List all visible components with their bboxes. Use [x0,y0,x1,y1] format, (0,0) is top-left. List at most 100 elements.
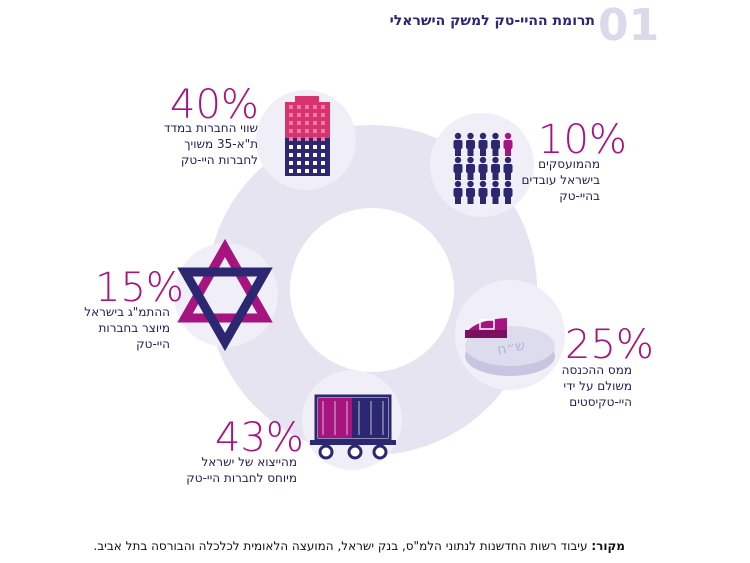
stat-line: ת"א-35 משויך [184,137,258,151]
stat-text: מהמועסקים בישראל עובדים בהיי-טק [522,156,600,204]
person-body [491,164,500,173]
building-top [295,96,319,102]
window [297,129,301,133]
person-legs [467,172,474,180]
window [289,161,293,165]
wheel [318,444,334,460]
stat-line: שווי החברות במדד [163,121,258,135]
window [305,153,309,157]
wheel [347,444,363,460]
window [313,105,317,109]
stat-text: ממס ההכנסה משולם על ידי היי-טקיסטים [562,362,632,410]
source: מקור: עיבוד רשות החדשנות לנתוני הלמ"ס, ב… [93,539,625,553]
container-right [352,398,388,438]
stat-line: היי-טק [136,337,170,351]
person-body [478,164,488,173]
star-down [177,267,273,352]
window [305,137,309,141]
stat-line: מיוצר בחברות [98,321,170,335]
stat-line: מיוחס לחברות היי-טק [186,471,297,485]
person-body [503,140,513,149]
window [321,105,325,109]
window [313,137,317,141]
person-legs [480,148,486,156]
window [297,153,301,157]
stripes [322,401,384,435]
person-legs [455,196,461,204]
windows [289,105,325,173]
person-head [467,132,474,140]
person-body [466,164,475,173]
person-head [454,156,462,164]
window [289,105,293,109]
window [321,137,325,141]
stat-text: שווי החברות במדד ת"א-35 משויך לחברות היי-ט… [164,120,258,168]
person-head [467,156,474,164]
person-body [453,188,463,197]
person-body [453,164,463,173]
person-legs [467,196,474,204]
window [313,161,317,165]
window [321,113,325,117]
window [297,145,301,149]
window [289,153,293,157]
person-body [466,188,475,197]
person-body [466,140,475,149]
container-left [318,398,352,438]
chassis [310,440,396,445]
person-head [504,156,512,164]
title: תרומת ההיי-טק למשק הישראלי [389,13,595,29]
person-head [504,180,512,188]
person-body [453,140,463,149]
person-head [454,180,462,188]
stat-line: לחברות היי-טק [180,153,258,167]
person-head [479,156,487,164]
window [289,113,293,117]
people-icon [453,132,513,204]
ring-hole [290,208,454,372]
stat-line: מהייצוא של ישראל [201,455,297,469]
coin-mark: ש״ח [496,338,527,359]
window [289,137,293,141]
window [313,145,317,149]
person-legs [492,172,499,180]
window [297,105,301,109]
stat-line: ממס ההכנסה [561,363,632,377]
window [305,145,309,149]
pie-slice-side [465,330,507,338]
person-legs [455,148,461,156]
stat-value: 40% [170,82,259,128]
window [305,105,309,109]
person-head [467,180,474,188]
source-text: עיבוד רשות החדשנות לנתוני הלמ"ס, בנק ישר… [93,539,588,553]
person-legs [492,196,499,204]
person-head [454,132,462,140]
person-head [504,132,512,140]
window [297,121,301,125]
window [321,161,325,165]
source-label: מקור: [591,539,625,553]
window [313,169,317,173]
person-body [491,188,500,197]
stat-line: מהמועסקים [538,157,600,171]
stat-line: בהיי-טק [559,189,600,203]
window [289,121,293,125]
window [297,113,301,117]
star-up [177,238,273,323]
stat-line: משולם על ידי [563,379,632,393]
window [305,129,309,133]
stat-text: ההתמ"ג בישראל מיוצר בחברות היי-טק [84,304,170,352]
stat-value: 15% [95,265,184,311]
person-body [478,188,488,197]
window [321,145,325,149]
section-number: 01 [598,0,660,51]
window [313,153,317,157]
person-body [503,164,513,173]
window [297,169,301,173]
stat-line: היי-טקיסטים [569,395,632,409]
person-legs [480,196,486,204]
window [321,153,325,157]
window [297,161,301,165]
stat-value: 10% [538,117,627,163]
